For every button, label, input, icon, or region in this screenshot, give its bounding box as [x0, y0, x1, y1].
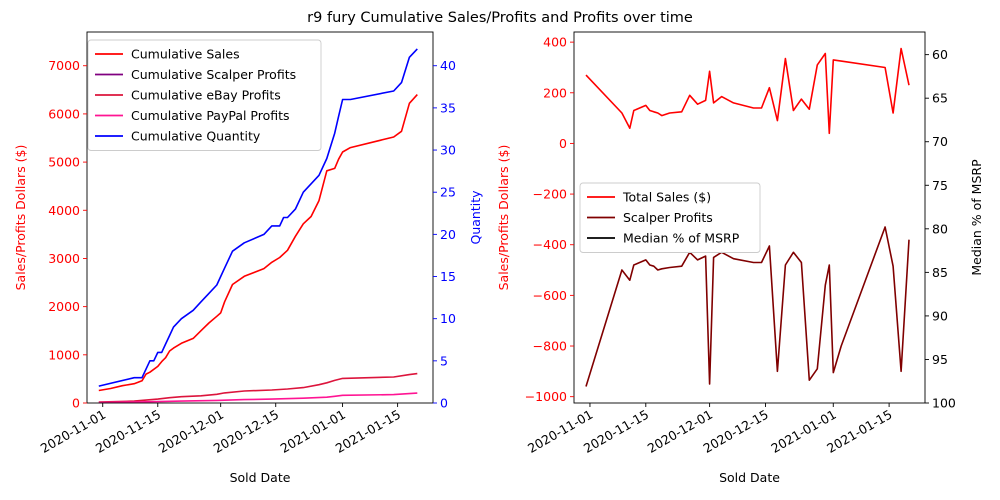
x-axis-label: Sold Date: [719, 470, 780, 485]
legend-label-cumulative-ebay-profits: Cumulative eBay Profits: [131, 88, 281, 103]
y2-tick-label: 95: [932, 352, 948, 367]
figure-title: r9 fury Cumulative Sales/Profits and Pro…: [307, 10, 693, 26]
legend-label-total-sales: Total Sales ($): [622, 190, 711, 205]
legend: Total Sales ($) Scalper Profits Median % o…: [579, 182, 761, 253]
legend: Cumulative Sales Cumulative Scalper Profi…: [87, 39, 322, 151]
series-line-total-sales: [585, 47, 910, 135]
y-axis-label: Sales/Profits Dollars ($): [496, 145, 511, 291]
y-tick-label: 7000: [48, 58, 80, 73]
y2-tick-label: 0: [440, 396, 448, 411]
y-tick-label: 3000: [48, 251, 80, 266]
legend-label-cumulative-paypal-profits: Cumulative PayPal Profits: [131, 108, 290, 123]
y2-tick-label: 80: [932, 221, 948, 236]
series-line-cumulative-paypal-profits: [98, 392, 418, 404]
series-group: [98, 48, 418, 404]
y2-tick-label: 5: [440, 353, 448, 368]
y2-axis-label: Median % of MSRP: [969, 159, 984, 276]
y-tick-label: 200: [543, 85, 567, 100]
y-tick-label: 2000: [48, 299, 80, 314]
y2-tick-label: 70: [932, 134, 948, 149]
y-tick-label: −600: [533, 288, 567, 303]
y-tick-label: −1000: [525, 389, 567, 404]
y2-tick-label: 20: [440, 227, 456, 242]
legend-box: [579, 182, 761, 253]
series-line-cumulative-ebay-profits: [98, 372, 418, 403]
legend-label-median-of-msrp: Median % of MSRP: [623, 231, 740, 246]
y2-tick-label: 100: [932, 396, 956, 411]
y2-tick-label: 85: [932, 265, 948, 280]
legend-label-cumulative-sales: Cumulative Sales: [131, 47, 240, 62]
y2-axis-label: Quantity: [468, 190, 483, 245]
legend-label-scalper-profits: Scalper Profits: [623, 210, 713, 225]
series-line-cumulative-sales: [98, 94, 418, 392]
y2-tick-label: 25: [440, 185, 456, 200]
y2-tick-label: 15: [440, 269, 456, 284]
left-chart: 0 1000 2000 3000 4000 5000 6000 7000 0 5 10 15 20 25 3…: [13, 31, 483, 485]
y2-tick-label: 65: [932, 91, 948, 106]
y-tick-label: 4000: [48, 203, 80, 218]
y2-tick-label: 90: [932, 308, 948, 323]
y-tick-label: 0: [72, 396, 80, 411]
y2-tick-label: 60: [932, 47, 948, 62]
axes-frame: [86, 31, 434, 404]
y2-tick-label: 40: [440, 58, 456, 73]
series-line-scalper-profits: [585, 226, 910, 387]
legend-box: [87, 39, 322, 151]
legend-label-cumulative-scalper-profits: Cumulative Scalper Profits: [131, 67, 296, 82]
y-tick-label: 1000: [48, 347, 80, 362]
y-tick-label: 5000: [48, 155, 80, 170]
y-tick-label: −800: [533, 339, 567, 354]
y-tick-label: 0: [559, 136, 567, 151]
y2-tick-label: 75: [932, 178, 948, 193]
y-tick-label: −400: [533, 237, 567, 252]
series-line-cumulative-quantity: [98, 48, 418, 387]
y-tick-label: 400: [543, 35, 567, 50]
y-tick-label: 6000: [48, 106, 80, 121]
y2-tick-label: 10: [440, 311, 456, 326]
axes-frame: [573, 31, 926, 404]
y-tick-label: −200: [533, 187, 567, 202]
y2-tick-label: 30: [440, 143, 456, 158]
legend-label-cumulative-quantity: Cumulative Quantity: [131, 129, 261, 144]
x-axis-label: Sold Date: [230, 470, 291, 485]
series-group: [585, 47, 910, 387]
y-axis-label: Sales/Profits Dollars ($): [13, 145, 28, 291]
y2-tick-label: 35: [440, 100, 456, 115]
